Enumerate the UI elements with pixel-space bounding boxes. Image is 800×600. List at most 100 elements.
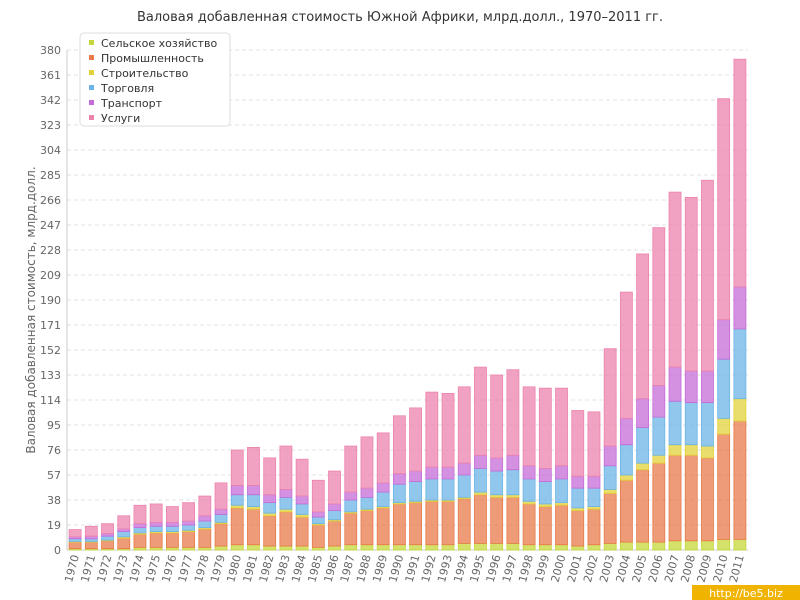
bar-segment[interactable] (311, 479, 325, 513)
bar-segment[interactable] (474, 454, 487, 469)
bar-segment[interactable] (571, 545, 585, 551)
bar-segment[interactable] (263, 502, 277, 514)
bar-segment[interactable] (230, 485, 244, 496)
bar-segment[interactable] (230, 544, 244, 551)
bar-segment[interactable] (409, 544, 423, 551)
bar-segment[interactable] (214, 508, 228, 515)
bar-segment[interactable] (457, 386, 471, 464)
bar-segment[interactable] (279, 489, 293, 498)
bar-segment[interactable] (247, 494, 260, 507)
bar-segment[interactable] (344, 445, 358, 493)
bar-segment[interactable] (328, 520, 341, 547)
bar-segment[interactable] (555, 504, 568, 546)
bar-segment[interactable] (198, 515, 212, 522)
bar-segment[interactable] (376, 491, 390, 507)
bar-segment[interactable] (409, 470, 423, 482)
bar-segment[interactable] (619, 444, 633, 476)
bar-segment[interactable] (652, 416, 666, 456)
bar-segment[interactable] (619, 418, 633, 446)
bar-segment[interactable] (441, 500, 455, 546)
bar-segment[interactable] (295, 503, 309, 515)
bar-segment[interactable] (198, 495, 212, 517)
bar-segment[interactable] (133, 527, 147, 534)
bar-segment[interactable] (133, 523, 147, 529)
bar-segment[interactable] (652, 385, 666, 418)
bar-segment[interactable] (538, 481, 552, 505)
bar-segment[interactable] (717, 319, 731, 360)
bar-segment[interactable] (522, 386, 536, 467)
bar-segment[interactable] (295, 516, 309, 547)
bar-segment[interactable] (295, 495, 309, 505)
bar-segment[interactable] (474, 494, 487, 544)
bar-segment[interactable] (733, 328, 747, 400)
bar-segment[interactable] (684, 370, 698, 404)
bar-segment[interactable] (733, 398, 747, 422)
bar-segment[interactable] (603, 489, 617, 494)
bar-segment[interactable] (165, 506, 179, 523)
bar-segment[interactable] (717, 98, 731, 321)
bar-segment[interactable] (328, 545, 341, 551)
bar-segment[interactable] (684, 402, 698, 446)
bar-segment[interactable] (214, 514, 228, 523)
bar-segment[interactable] (344, 544, 358, 551)
bar-segment[interactable] (279, 445, 293, 490)
bar-segment[interactable] (733, 420, 747, 540)
legend-entry[interactable]: Услуги (101, 112, 140, 125)
bar-segment[interactable] (68, 541, 82, 550)
bar-segment[interactable] (603, 445, 617, 467)
bar-segment[interactable] (117, 515, 131, 530)
bar-segment[interactable] (198, 520, 212, 529)
bar-segment[interactable] (263, 515, 277, 547)
bar-segment[interactable] (652, 541, 666, 551)
bar-segment[interactable] (441, 478, 455, 501)
bar-segment[interactable] (376, 507, 390, 546)
bar-segment[interactable] (392, 544, 406, 551)
bar-segment[interactable] (376, 482, 390, 493)
bar-segment[interactable] (701, 457, 714, 542)
bar-segment[interactable] (392, 483, 406, 504)
bar-segment[interactable] (68, 529, 82, 538)
bar-segment[interactable] (733, 539, 747, 551)
bar-segment[interactable] (522, 544, 536, 551)
bar-segment[interactable] (425, 500, 439, 546)
bar-segment[interactable] (198, 528, 212, 548)
bar-segment[interactable] (214, 545, 228, 551)
bar-segment[interactable] (522, 465, 536, 480)
bar-segment[interactable] (457, 474, 471, 498)
bar-segment[interactable] (295, 545, 309, 551)
bar-segment[interactable] (538, 544, 552, 551)
bar-segment[interactable] (247, 446, 260, 486)
bar-segment[interactable] (101, 523, 114, 534)
bar-segment[interactable] (360, 436, 374, 489)
bar-segment[interactable] (263, 545, 277, 551)
bar-segment[interactable] (668, 454, 682, 542)
bar-segment[interactable] (587, 544, 601, 551)
bar-segment[interactable] (474, 543, 487, 551)
bar-segment[interactable] (230, 494, 244, 506)
bar-segment[interactable] (619, 291, 633, 419)
bar-segment[interactable] (587, 411, 601, 477)
bar-segment[interactable] (182, 531, 196, 548)
legend-entry[interactable]: Транспорт (100, 97, 163, 110)
bar-segment[interactable] (571, 510, 585, 547)
bar-segment[interactable] (587, 508, 601, 546)
bar-segment[interactable] (571, 487, 585, 509)
bar-segment[interactable] (733, 286, 747, 330)
bar-segment[interactable] (522, 503, 536, 546)
bar-segment[interactable] (149, 503, 163, 523)
bar-segment[interactable] (263, 494, 277, 504)
bar-segment[interactable] (538, 468, 552, 482)
bar-segment[interactable] (619, 541, 633, 551)
bar-segment[interactable] (279, 511, 293, 547)
bar-segment[interactable] (101, 535, 114, 541)
bar-segment[interactable] (457, 498, 471, 544)
bar-segment[interactable] (506, 543, 520, 551)
bar-segment[interactable] (701, 402, 714, 447)
bar-segment[interactable] (668, 366, 682, 402)
bar-segment[interactable] (603, 465, 617, 490)
bar-segment[interactable] (425, 544, 439, 551)
bar-segment[interactable] (684, 454, 698, 542)
bar-segment[interactable] (701, 370, 714, 404)
bar-segment[interactable] (247, 485, 260, 496)
bar-segment[interactable] (636, 469, 650, 543)
